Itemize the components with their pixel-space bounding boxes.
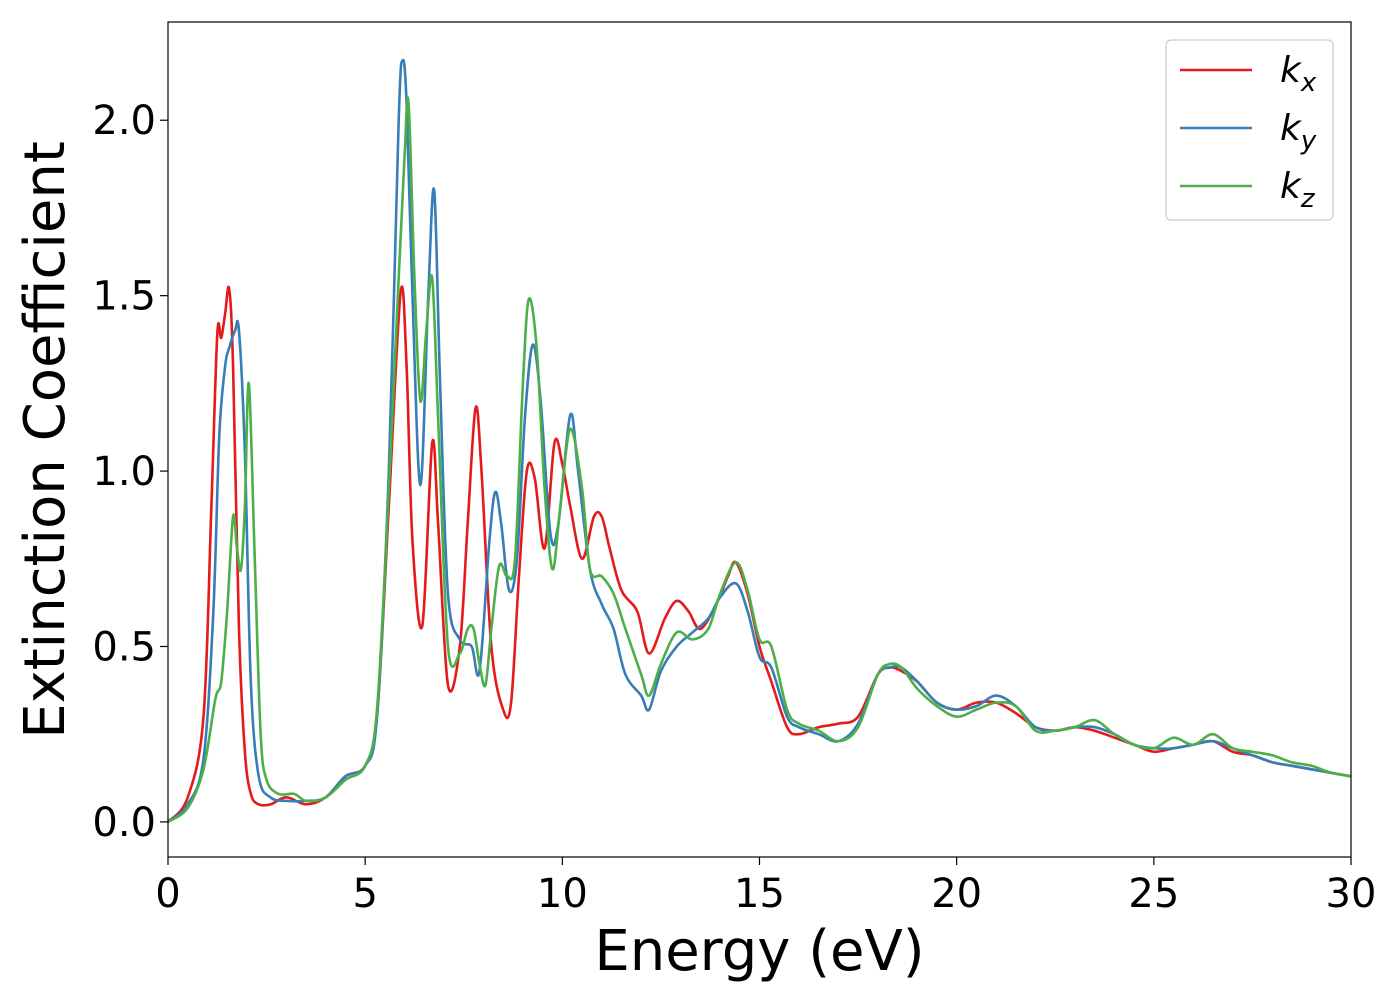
y-tick-label: 0.5: [92, 624, 156, 670]
series-layer: [166, 58, 1352, 824]
x-tick-label: 25: [1128, 871, 1179, 917]
legend-box: [1165, 39, 1334, 221]
y-tick-label: 2.0: [92, 98, 156, 144]
x-tick-label: 15: [734, 871, 785, 917]
legend: kx ky kz: [1165, 39, 1334, 221]
legend-label-ky: ky: [1280, 108, 1317, 156]
x-axis: 0 5 10 15 20 25 30: [155, 857, 1376, 917]
series-line-kz: [167, 96, 1352, 824]
y-axis-title: Extinction Coefficient: [13, 141, 78, 739]
x-tick-label: 30: [1326, 871, 1377, 917]
legend-label-kx: kx: [1280, 50, 1317, 98]
y-tick-label: 0.0: [92, 800, 156, 846]
x-tick-label: 20: [931, 871, 982, 917]
y-tick-label: 1.5: [92, 274, 156, 320]
x-tick-label: 5: [352, 871, 377, 917]
y-axis: 0.0 0.5 1.0 1.5 2.0: [92, 98, 168, 846]
y-tick-label: 1.0: [92, 449, 156, 495]
x-axis-title: Energy (eV): [594, 919, 924, 984]
legend-label-kz: kz: [1280, 166, 1316, 214]
x-tick-label: 0: [155, 871, 180, 917]
x-tick-label: 10: [537, 871, 588, 917]
plot-area: [168, 22, 1351, 857]
